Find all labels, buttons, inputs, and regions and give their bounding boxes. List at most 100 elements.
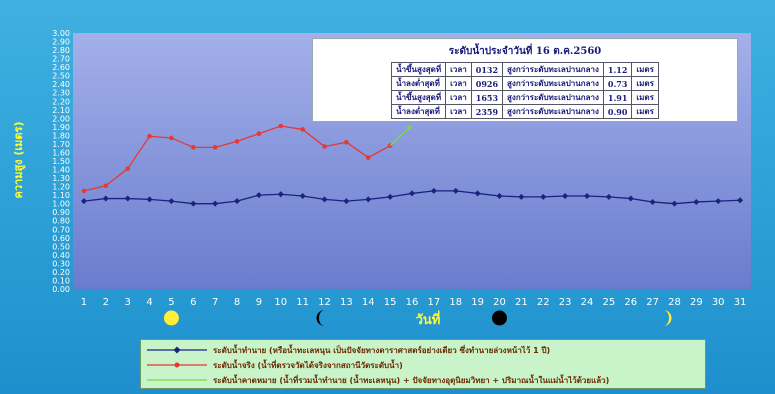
y-tick-label: 0.00 — [52, 285, 70, 294]
legend-item-forecast: ระดับน้ำคาดหมาย (น้ำที่รวมน้ำทำนาย (น้ำท… — [147, 373, 609, 387]
y-tick-label: 1.20 — [52, 183, 70, 192]
x-tick-label: 6 — [190, 297, 196, 308]
data-point — [649, 198, 656, 205]
y-tick-label: 0.40 — [52, 251, 70, 260]
tide-cell: น้ำลงต่ำสุดที่ — [391, 104, 447, 119]
y-tick-label: 2.80 — [52, 46, 70, 55]
x-tick-label: 4 — [146, 297, 152, 308]
tide-cell: 0.90 — [602, 104, 633, 119]
x-tick-label: 26 — [624, 297, 637, 308]
data-point — [540, 193, 547, 200]
x-tick-label: 13 — [340, 297, 353, 308]
data-point — [627, 195, 634, 202]
y-tick-label: 0.80 — [52, 217, 70, 226]
x-tick-label: 1 — [81, 297, 87, 308]
data-point — [322, 144, 327, 149]
tide-summary-box: ระดับน้ำประจำวันที่ 16 ต.ค.2560 น้ำขึ้นส… — [312, 38, 738, 122]
new-moon-icon — [491, 310, 507, 326]
y-tick-label: 2.50 — [52, 72, 70, 81]
y-axis-ticks: 0.000.100.200.300.400.500.600.700.800.90… — [52, 29, 70, 294]
x-tick-label: 10 — [274, 297, 287, 308]
data-point — [343, 198, 350, 205]
y-tick-label: 1.90 — [52, 123, 70, 132]
y-tick-label: 2.70 — [52, 55, 70, 64]
tide-cell: เวลา — [445, 76, 472, 91]
tide-cell: 1.12 — [602, 62, 633, 77]
data-point — [518, 193, 525, 200]
x-axis-label: วันที่ — [416, 310, 441, 328]
legend-swatch-forecast — [147, 379, 207, 381]
tide-cell: สูงกว่าระดับทะเลปานกลาง — [502, 104, 604, 119]
data-point — [80, 198, 87, 205]
data-point — [344, 139, 349, 145]
tide-cell: เวลา — [445, 104, 472, 119]
y-tick-label: 1.00 — [52, 200, 70, 209]
crescent-moon-icon — [316, 310, 325, 326]
x-tick-label: 29 — [690, 297, 703, 308]
data-point — [321, 196, 328, 203]
tide-cell: เมตร — [631, 62, 659, 77]
data-point — [256, 131, 262, 136]
x-tick-label: 25 — [602, 297, 615, 308]
data-point — [409, 190, 415, 197]
data-point — [255, 192, 262, 199]
data-point — [365, 196, 372, 203]
data-point — [125, 166, 130, 171]
tide-cell: เมตร — [631, 76, 659, 91]
data-point — [103, 183, 109, 189]
x-tick-label: 18 — [449, 297, 462, 308]
y-tick-label: 0.70 — [52, 225, 70, 234]
data-point — [81, 188, 87, 194]
x-tick-label: 3 — [124, 297, 130, 308]
y-tick-label: 1.10 — [52, 191, 70, 200]
y-tick-label: 2.30 — [52, 89, 70, 98]
data-point — [715, 198, 722, 205]
x-tick-label: 14 — [362, 297, 375, 308]
data-point — [278, 123, 284, 129]
tide-cell: 0.73 — [602, 76, 633, 91]
x-tick-label: 21 — [515, 297, 528, 308]
data-point — [474, 190, 481, 197]
crescent-moon-icon — [663, 310, 672, 326]
y-tick-label: 1.80 — [52, 131, 70, 140]
tide-cell: เวลา — [445, 90, 472, 105]
y-tick-label: 2.00 — [52, 114, 70, 123]
legend-label-forecast: ระดับน้ำคาดหมาย (น้ำที่รวมน้ำทำนาย (น้ำท… — [213, 375, 610, 385]
data-point — [168, 198, 175, 205]
tide-summary-title: ระดับน้ำประจำวันที่ 16 ต.ค.2560 — [448, 46, 602, 57]
legend: ระดับน้ำทำนาย (หรือน้ำทะเลหนุน เป็นปัจจั… — [140, 339, 706, 389]
x-axis-ticks: 1 2 3 4 5 6 7 8 9 10 11 12 13 14 15 16 17 18 19 20 21 22 23 24 2… — [81, 297, 747, 308]
data-point — [299, 192, 306, 199]
data-point — [147, 133, 152, 139]
tide-cell: 1653 — [470, 90, 504, 105]
data-point — [146, 196, 153, 203]
data-point — [693, 198, 700, 205]
tide-cell: 1.91 — [602, 90, 633, 105]
data-point — [190, 145, 196, 150]
x-tick-label: 22 — [537, 297, 550, 308]
data-point — [212, 200, 219, 207]
tide-cell: เมตร — [631, 104, 659, 119]
x-tick-label: 17 — [428, 297, 441, 308]
tide-cell: 0132 — [470, 62, 504, 77]
y-tick-label: 2.60 — [52, 63, 70, 72]
y-tick-label: 0.20 — [52, 268, 70, 277]
data-point — [387, 193, 394, 200]
tide-row: น้ำลงต่ำสุดที่ เวลา 0926 สูงกว่าระดับทะเลปา… — [391, 76, 659, 91]
x-tick-label: 20 — [493, 297, 506, 308]
data-point — [234, 198, 241, 205]
y-tick-label: 2.10 — [52, 106, 70, 115]
tide-cell: สูงกว่าระดับทะเลปานกลาง — [502, 76, 604, 91]
tide-cell: 2359 — [470, 104, 504, 119]
y-tick-label: 2.90 — [52, 38, 70, 47]
series-layer — [80, 123, 744, 207]
tide-row: น้ำขึ้นสูงสุดที่ เวลา 0132 สูงกว่าระดับทะเล… — [391, 62, 659, 77]
tide-cell: น้ำขึ้นสูงสุดที่ — [391, 62, 447, 77]
data-point — [190, 200, 197, 207]
tide-cell: สูงกว่าระดับทะเลปานกลาง — [502, 62, 604, 77]
legend-item-observed: ระดับน้ำจริง (น้ำที่ตรวจวัดได้จริงจากสถา… — [147, 358, 403, 372]
x-tick-label: 23 — [559, 297, 572, 308]
tide-row: น้ำลงต่ำสุดที่ เวลา 2359 สูงกว่าระดับทะเลปา… — [391, 104, 659, 119]
x-tick-label: 30 — [712, 297, 725, 308]
